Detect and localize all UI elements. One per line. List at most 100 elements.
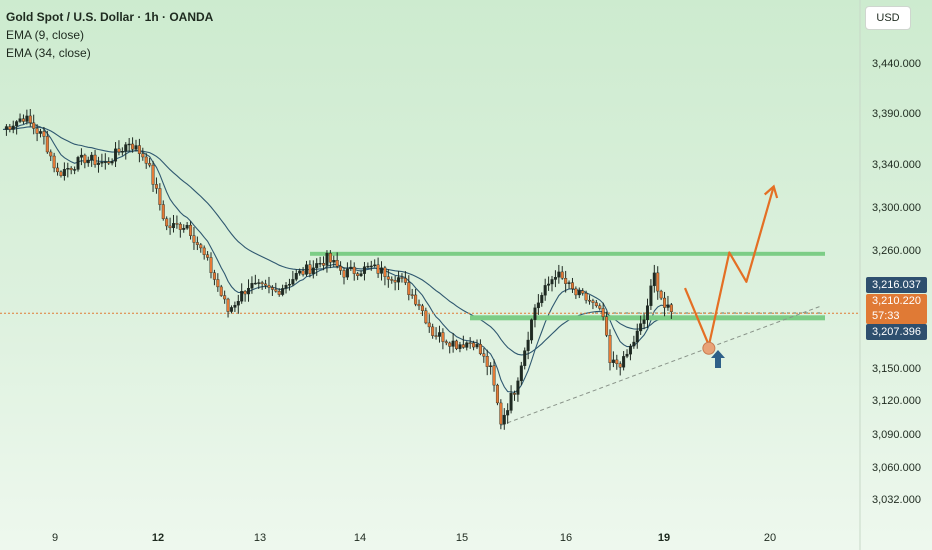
candle-up — [380, 267, 384, 274]
candle-down — [472, 342, 476, 348]
y-tick-label: 3,260.000 — [872, 245, 921, 257]
candle-down — [400, 277, 404, 279]
candle-up — [304, 264, 308, 275]
candle-up — [114, 148, 118, 162]
candle-up — [103, 161, 107, 163]
candle-down — [141, 153, 145, 158]
candle-up — [530, 319, 534, 341]
x-tick-label: 20 — [764, 532, 776, 544]
candle-down — [322, 263, 326, 266]
candle-down — [277, 291, 281, 295]
legend-ema-fast: EMA (9, close) — [6, 28, 85, 42]
y-tick-label: 3,090.000 — [872, 429, 921, 441]
candle-down — [659, 290, 663, 299]
candle-up — [628, 345, 632, 355]
candle-down — [410, 294, 414, 296]
candle-up — [666, 304, 670, 308]
candle-down — [328, 253, 332, 263]
candle-up — [62, 169, 66, 177]
candle-down — [376, 264, 380, 274]
candle-up — [652, 272, 656, 287]
candle-down — [192, 235, 196, 243]
candle-up — [369, 265, 373, 268]
candle-up — [124, 144, 128, 152]
currency-button[interactable]: USD — [865, 6, 911, 30]
candle-down — [137, 145, 141, 154]
candle-down — [478, 344, 482, 354]
y-tick-label: 3,120.000 — [872, 395, 921, 407]
candle-up — [625, 353, 629, 357]
candle-down — [42, 131, 46, 137]
x-tick-label: 12 — [152, 532, 164, 544]
y-tick-label: 3,032.000 — [872, 494, 921, 506]
candle-up — [345, 268, 349, 278]
candle-up — [362, 266, 366, 274]
candle-down — [581, 290, 585, 294]
candle-down — [564, 278, 568, 284]
x-tick-label: 16 — [560, 532, 572, 544]
price-tag-upper-ema: 3,216.037 — [866, 277, 927, 293]
candle-up — [567, 282, 571, 284]
candle-down — [468, 342, 472, 344]
candle-up — [236, 301, 240, 306]
candle-down — [513, 393, 517, 395]
candle-down — [663, 297, 667, 308]
y-tick-label: 3,340.000 — [872, 159, 921, 171]
candle-up — [458, 344, 462, 349]
candle-down — [199, 244, 203, 249]
x-tick-label: 14 — [354, 532, 366, 544]
candle-up — [536, 302, 540, 309]
candle-down — [588, 299, 592, 302]
candle-down — [434, 335, 438, 337]
candle-up — [100, 162, 104, 164]
candle-up — [76, 157, 80, 170]
candle-down — [45, 136, 49, 153]
candle-up — [182, 227, 186, 230]
candle-down — [669, 304, 673, 312]
projection-path — [683, 186, 775, 347]
candle-down — [195, 242, 199, 245]
candle-down — [386, 276, 390, 280]
candle-countdown: 57:33 — [872, 310, 900, 322]
candle-down — [448, 342, 452, 347]
candle-up — [550, 279, 554, 285]
candle-up — [465, 342, 469, 348]
price-tag-last: 3,210.220 57:33 — [866, 294, 927, 324]
candle-down — [383, 267, 387, 277]
candle-up — [66, 168, 70, 170]
candle-down — [226, 298, 230, 312]
candle-up — [639, 323, 643, 332]
candle-down — [131, 143, 135, 150]
candle-down — [93, 154, 97, 165]
candle-up — [502, 414, 506, 425]
candle-down — [591, 300, 595, 303]
candle-down — [461, 344, 465, 348]
candle-up — [489, 365, 493, 367]
candle-up — [642, 319, 646, 324]
candle-down — [560, 271, 564, 279]
candle-up — [86, 159, 90, 164]
candle-down — [570, 282, 574, 290]
candle-up — [325, 253, 329, 266]
candle-down — [390, 279, 394, 281]
candle-up — [547, 283, 551, 286]
candle-down — [267, 285, 271, 288]
candle-up — [332, 260, 336, 263]
candle-down — [339, 266, 343, 271]
candle-down — [499, 402, 503, 425]
candle-up — [250, 283, 254, 289]
candle-up — [577, 290, 581, 296]
candle-down — [352, 266, 356, 274]
candle-down — [264, 283, 268, 286]
candle-down — [605, 316, 609, 336]
candle-down — [148, 163, 152, 166]
candle-down — [455, 340, 459, 349]
candle-up — [11, 125, 15, 130]
candle-down — [608, 335, 612, 363]
candle-down — [594, 302, 598, 306]
candle-down — [441, 332, 445, 342]
candle-down — [144, 156, 148, 164]
dip-marker — [702, 341, 716, 355]
